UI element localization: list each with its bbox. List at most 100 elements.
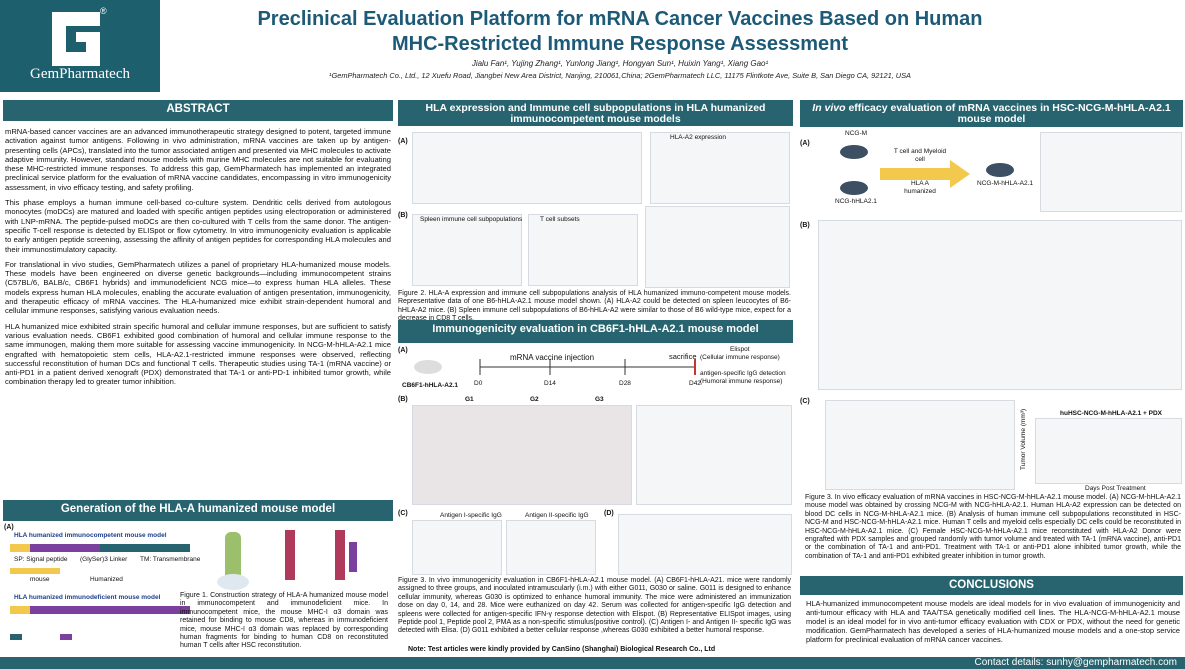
segment: [10, 634, 22, 640]
figure-label: Antigen I-specific IgG: [440, 512, 502, 519]
abstract-text: mRNA-based cancer vaccines are an advanc…: [5, 127, 391, 393]
timeline-label: (Humoral immune response): [700, 378, 783, 385]
segment: [30, 606, 100, 614]
panel-letter: (C): [398, 510, 408, 517]
bar-chart-image: [618, 514, 792, 575]
footer-bar: [0, 657, 1185, 669]
panel-letter: (B): [398, 396, 408, 403]
model-label: CB6F1-hHLA-A2.1: [402, 382, 458, 389]
group-label: G2: [530, 396, 539, 403]
heading-emphasis: In vivo: [812, 102, 846, 114]
elispot-wells: [412, 405, 632, 505]
figure-label: HLA-A2 expression: [670, 134, 726, 141]
contact: Contact details: sunhy@gempharmatech.com: [974, 657, 1177, 668]
legend-label: (GlySer)3 Linker: [80, 556, 128, 563]
line-chart-image: [506, 520, 596, 575]
section-heading: CONCLUSIONS: [800, 576, 1183, 595]
tumor-growth-chart-image: [1035, 418, 1182, 484]
legend-label: SP: Signal peptide: [14, 556, 68, 563]
legend-label: mouse: [30, 576, 50, 583]
figure-label: huHSC-NCG-M-hHLA-A2.1 + PDX: [1060, 410, 1163, 417]
segment: [10, 606, 30, 614]
mouse-icon: [986, 163, 1014, 177]
group-label: G1: [465, 396, 474, 403]
timeline-label: Elispot: [730, 346, 750, 353]
figure-caption: Figure 3. In vivo efficacy evaluation of…: [805, 494, 1181, 560]
segment: [10, 568, 60, 574]
subpopulation-plots: [818, 220, 1182, 390]
title-line: MHC-Restricted Immune Response Assessmen…: [391, 33, 849, 55]
segment: [30, 544, 60, 552]
figure-caption: Figure 1. Construction strategy of HLA-A…: [180, 592, 388, 650]
construct-diagram: [10, 606, 190, 640]
panel-letter: (C): [800, 398, 810, 405]
legend-label: TM: Transmembrane: [140, 556, 201, 563]
hla: [335, 530, 345, 580]
timeline: [414, 359, 696, 375]
scheme-label: NCG-M-hHLA-A2.1: [977, 180, 1033, 187]
segment: [130, 544, 190, 552]
logo-text: GemPharmatech: [30, 66, 130, 82]
b2m: [349, 542, 357, 572]
section-heading: Immunogenicity evaluation in CB6F1-hHLA-…: [398, 320, 793, 343]
segment: [60, 634, 72, 640]
diagram-label: HLA humanized immunocompetent mouse mode…: [14, 532, 167, 539]
segment: [100, 544, 130, 552]
panel-letter: (D): [604, 510, 614, 517]
paragraph: This phase employs a human immune cell-b…: [5, 198, 391, 254]
flow-histograms: [412, 132, 642, 204]
day-label: D14: [544, 380, 556, 387]
logo-mark: ®: [100, 6, 107, 16]
authors: Jialu Fan¹, Yujing Zhang¹, Yunlong Jiang…: [471, 59, 769, 68]
axis-label: Days Post Treatment: [1085, 485, 1146, 492]
scheme-label: HLA A humanized: [904, 180, 936, 195]
section-heading: In vivo efficacy evaluation of mRNA vacc…: [800, 100, 1183, 127]
section-heading: ABSTRACT: [3, 100, 393, 121]
bar-chart-image: [528, 214, 638, 286]
segment: [100, 606, 190, 614]
title-line: Preclinical Evaluation Platform for mRNA…: [257, 8, 983, 30]
timeline-label: antigen-specific IgG detection: [700, 370, 786, 377]
axis-label: Tumor Volume (mm³): [1020, 408, 1027, 470]
cell: [217, 574, 249, 590]
figure-label: Spleen immune cell subpopulations: [420, 216, 523, 223]
hla: [285, 530, 295, 580]
arrow: [880, 160, 970, 188]
figure-label: T cell subsets: [540, 216, 580, 223]
section-heading: Generation of the HLA-A humanized mouse …: [3, 500, 393, 521]
group-label: G3: [595, 396, 604, 403]
affiliations: ¹GemPharmatech Co., Ltd., 12 Xuefu Road,…: [329, 71, 911, 80]
logo-glyph: [52, 12, 100, 66]
day-label: D28: [619, 380, 631, 387]
paragraph: For translational in vivo studies, GemPh…: [5, 259, 391, 316]
segment: [60, 544, 100, 552]
day-label: D0: [474, 380, 483, 387]
construct-diagram: [10, 544, 190, 574]
panel-letter: (B): [398, 212, 408, 219]
section-heading: HLA expression and Immune cell subpopula…: [398, 100, 793, 126]
panel-letter: (A): [800, 140, 810, 147]
figure-label: Antigen II-specific IgG: [525, 512, 589, 519]
mouse-icon: [840, 181, 868, 195]
timeline-label: sacrifice: [669, 352, 697, 361]
bar-chart-image: [636, 405, 792, 505]
note: Note: Test articles were kindly provided…: [408, 646, 716, 653]
figure-caption: Figure 2. HLA-A expression and immune ce…: [398, 290, 791, 323]
logo-block: ® GemPharmatech: [0, 0, 160, 92]
panel-letter: (A): [398, 138, 408, 145]
panel-letter: (A): [398, 347, 408, 354]
figure-caption: Figure 3. In vivo immunogenicity evaluat…: [398, 577, 791, 635]
mouse-icon: [840, 145, 868, 159]
paragraph: mRNA-based cancer vaccines are an advanc…: [5, 127, 391, 192]
scheme-label: T cell and Myeloid cell: [893, 148, 947, 163]
cd8: [225, 532, 241, 582]
paragraph: HLA humanized mice exhibited strain spec…: [5, 321, 391, 387]
line-chart-image: [412, 520, 502, 575]
flow-histograms: [1040, 132, 1182, 212]
molecule-diagram: [217, 530, 357, 590]
logo-icon: [52, 12, 100, 66]
scheme-label: NCG-hHLA2.1: [835, 198, 877, 205]
bar-chart-image: [650, 132, 790, 204]
conclusions-text: HLA-humanized immunocompetent mouse mode…: [806, 599, 1180, 644]
